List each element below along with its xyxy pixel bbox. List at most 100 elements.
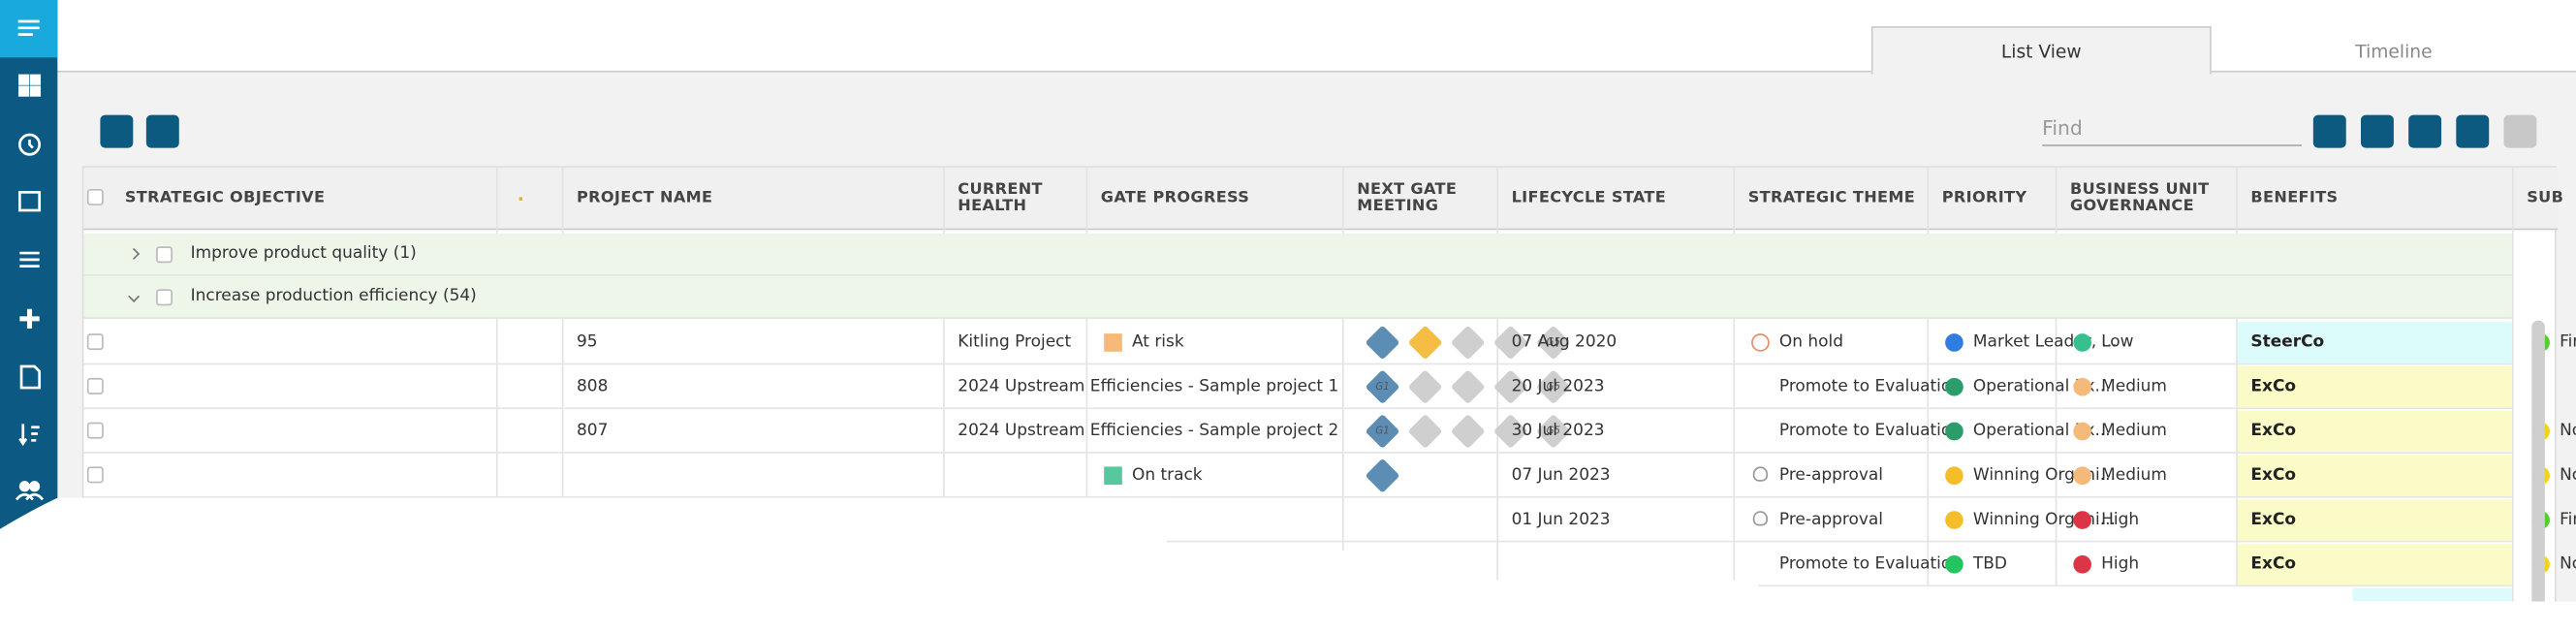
column-header: GATE PROGRESS	[1100, 188, 1250, 207]
column-header: BUSINESS UNIT GOVERNANCE	[2069, 180, 2210, 216]
bu-label: SteerCo	[2250, 333, 2325, 352]
column-divider	[943, 167, 945, 631]
health-icon	[1104, 466, 1122, 486]
health-label: On track	[1131, 466, 1203, 486]
collapse-all-button[interactable]	[145, 114, 179, 148]
scrollbar	[2531, 320, 2545, 631]
filter-button[interactable]	[2456, 114, 2490, 148]
column-divider	[561, 167, 564, 631]
next-gate-date: 07 Jun 2023	[1511, 466, 1611, 486]
group-checkbox	[156, 246, 173, 264]
priority-label: High	[2101, 511, 2140, 529]
benefit-label: Financial Benefit	[2560, 333, 2576, 352]
group-row	[83, 275, 2512, 319]
bu-cell	[2237, 544, 2512, 585]
next-gate-date: 01 Jun 2023	[1511, 511, 1611, 529]
tab-label: List View	[2000, 41, 2082, 63]
column-divider	[2511, 167, 2514, 631]
tab-active[interactable]: List View	[1870, 26, 2212, 75]
column-divider	[2236, 167, 2238, 631]
column-header: NEXT GATE MEETING	[1357, 180, 1458, 216]
lifecycle-label: Pre-approval	[1778, 511, 1883, 529]
sort-indicator	[518, 197, 523, 201]
health-icon	[1104, 333, 1122, 352]
column-divider	[1733, 167, 1736, 631]
theme-dot	[1945, 422, 1963, 441]
lifecycle-icon	[1752, 466, 1769, 482]
column-header: LIFECYCLE STATE	[1511, 188, 1667, 207]
bu-cell	[2237, 366, 2512, 408]
row	[83, 321, 2512, 365]
bu-label: ExCo	[2250, 554, 2297, 574]
benefit-label: Non-Financial Benefit	[2560, 422, 2576, 441]
gate-label: G5	[1546, 381, 1560, 394]
theme-dot	[1945, 511, 1963, 529]
priority-label: Medium	[2101, 466, 2167, 486]
theme-dot	[1945, 333, 1963, 352]
row-checkbox	[86, 377, 104, 394]
priority-label: Low	[2101, 333, 2134, 352]
row	[83, 498, 2512, 543]
group-label: Improve product quality (1)	[190, 244, 417, 264]
column-header: STRATEGIC THEME	[1747, 188, 1916, 207]
lifecycle-icon	[1752, 511, 1769, 526]
lifecycle-label: On hold	[1778, 333, 1843, 352]
gate-label: G5	[1546, 426, 1560, 437]
column-divider	[495, 167, 498, 631]
project-name: 2024 Upstream Efficiencies - Sample proj…	[958, 377, 1339, 396]
row	[83, 364, 2512, 410]
download-button[interactable]	[2312, 114, 2346, 148]
settings-button[interactable]	[2408, 114, 2442, 148]
next-gate-date: 20 Jul 2023	[1511, 377, 1605, 396]
project-id: 95	[577, 333, 598, 352]
next-gate-date: 07 Aug 2020	[1511, 333, 1618, 352]
project-id: 807	[577, 422, 609, 441]
health-label: At risk	[1131, 333, 1184, 352]
priority-dot	[2073, 554, 2091, 574]
refresh-button[interactable]	[2361, 114, 2394, 148]
expand-all-button[interactable]	[100, 114, 134, 148]
theme-dot	[1945, 377, 1963, 396]
column-divider	[1496, 167, 1499, 631]
priority-dot	[2073, 333, 2091, 352]
row	[83, 409, 2512, 454]
find-input[interactable]: Find	[2042, 118, 2302, 146]
lifecycle-label: Promote to Evaluation	[1778, 554, 1963, 574]
column-header: PRIORITY	[1941, 188, 2027, 207]
column-divider	[1085, 167, 1088, 631]
priority-label: Medium	[2101, 377, 2167, 396]
bu-cell	[2237, 455, 2512, 496]
column-header: STRATEGIC OBJECTIVE	[124, 188, 326, 207]
row	[83, 454, 2512, 498]
group-label: Increase production efficiency (54)	[190, 287, 477, 306]
row-checkbox	[86, 333, 104, 351]
lifecycle-label: Pre-approval	[1778, 466, 1883, 486]
project-id: 808	[577, 377, 609, 396]
bu-label: ExCo	[2250, 422, 2297, 441]
project-name: 2024 Upstream Efficiencies - Sample proj…	[958, 422, 1339, 441]
column-header: BENEFITS	[2250, 188, 2339, 207]
benefit-label: Non-Financial Benefit	[2560, 466, 2576, 486]
priority-dot	[2073, 377, 2091, 396]
theme-dot	[1945, 466, 1963, 486]
bu-cell	[2237, 410, 2512, 453]
sidebar	[0, 0, 58, 529]
clear-filter-button[interactable]	[2503, 114, 2537, 148]
theme-dot	[1945, 554, 1963, 574]
tab[interactable]: Timeline	[2355, 41, 2433, 63]
header-checkbox	[86, 188, 104, 205]
column-header: CURRENT HEALTH	[958, 180, 1043, 216]
priority-label: High	[2101, 554, 2140, 574]
bu-label: ExCo	[2250, 466, 2297, 486]
group-checkbox	[156, 289, 173, 306]
gate-label: G1	[1375, 381, 1390, 394]
next-gate-date: 30 Jul 2023	[1511, 422, 1605, 441]
project-name: Kitling Project	[958, 333, 1072, 352]
column-divider	[1927, 167, 1930, 631]
lifecycle-label: Promote to Evaluation	[1778, 377, 1963, 396]
lifecycle-label: Promote to Evaluation	[1778, 422, 1963, 441]
gate-label: G1	[1375, 426, 1390, 437]
bu-cell	[2237, 322, 2512, 363]
